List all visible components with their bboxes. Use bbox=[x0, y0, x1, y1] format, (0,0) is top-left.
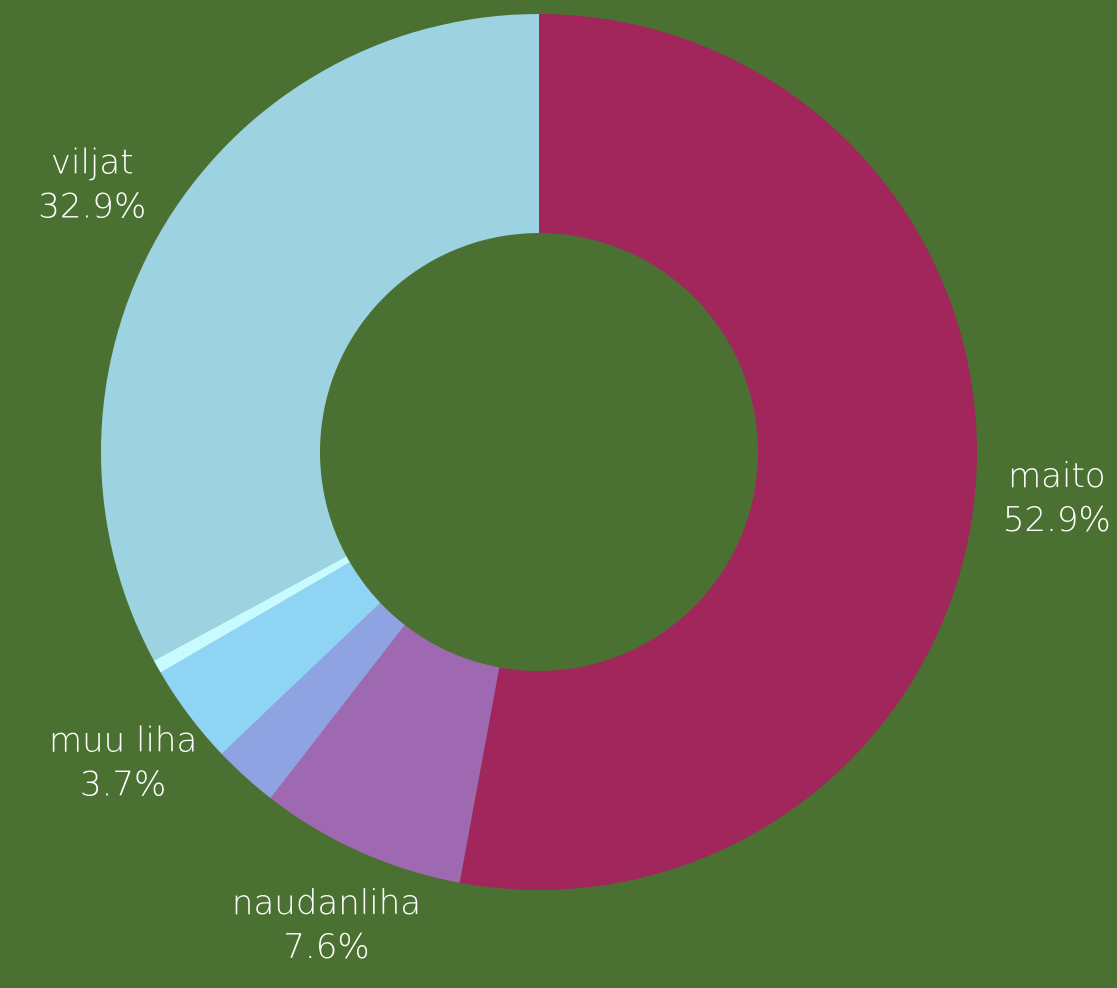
value-label: 3.7% bbox=[80, 765, 166, 805]
donut-segment bbox=[459, 14, 978, 891]
donut-segment bbox=[270, 625, 500, 883]
segment-label: muu liha bbox=[49, 721, 197, 761]
donut-segment bbox=[160, 562, 381, 754]
value-label: 52.9% bbox=[1003, 500, 1111, 540]
donut-segment bbox=[153, 556, 350, 673]
segment-label: maito bbox=[1008, 456, 1106, 496]
donut-segment bbox=[221, 602, 405, 799]
value-label: 7.6% bbox=[283, 927, 369, 967]
donut-segment bbox=[100, 14, 540, 661]
value-label: 32.9% bbox=[38, 186, 146, 226]
segment-label: viljat bbox=[51, 142, 134, 182]
segment-label: naudanliha bbox=[232, 883, 421, 923]
